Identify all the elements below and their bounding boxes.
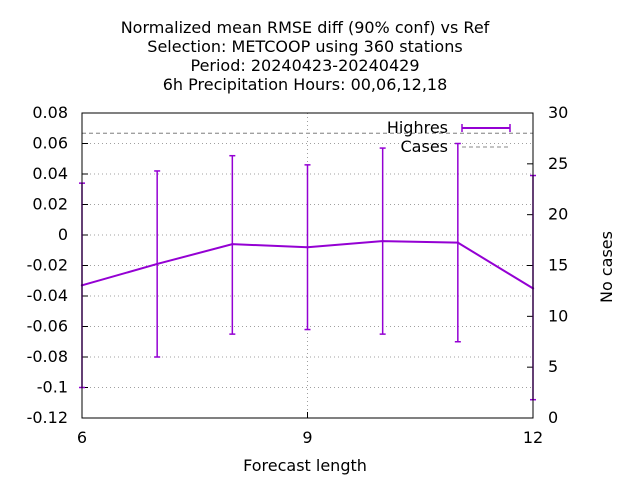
chart-title-line: Selection: METCOOP using 360 stations <box>147 37 462 56</box>
y-tick-label: 0.08 <box>32 103 68 122</box>
y2-tick-label: 15 <box>548 256 568 275</box>
y2-tick-label: 30 <box>548 103 568 122</box>
y2-tick-label: 20 <box>548 205 568 224</box>
x-tick-label: 9 <box>302 428 312 447</box>
chart-title-line: Normalized mean RMSE diff (90% conf) vs … <box>121 18 490 37</box>
y-tick-label: -0.02 <box>27 256 68 275</box>
y-tick-label: 0.02 <box>32 195 68 214</box>
y-tick-label: -0.08 <box>27 347 68 366</box>
highres-point <box>306 246 309 249</box>
highres-point <box>155 262 159 266</box>
legend-sample-highres <box>461 124 511 132</box>
legend-label-highres: Highres <box>387 118 448 137</box>
chart-title-line: Period: 20240423-20240429 <box>190 56 419 75</box>
highres-point <box>456 241 460 244</box>
chart-title-line: 6h Precipitation Hours: 00,06,12,18 <box>163 75 448 94</box>
y2-tick-label: 25 <box>548 154 568 173</box>
y2-tick-label: 10 <box>548 306 568 325</box>
y-tick-label: -0.04 <box>27 286 68 305</box>
y-tick-label: 0 <box>58 225 68 244</box>
y2-tick-label: 5 <box>548 357 558 376</box>
x-axis-label: Forecast length <box>243 456 367 475</box>
y-tick-label: -0.12 <box>27 408 68 427</box>
x-tick-label: 12 <box>523 428 543 447</box>
highres-point <box>231 242 234 246</box>
plot-frame <box>81 112 534 419</box>
legend-label-cases: Cases <box>401 137 449 156</box>
y-tick-label: -0.06 <box>27 317 68 336</box>
y-tick-label: 0.04 <box>32 164 68 183</box>
legend: Highres Cases <box>387 118 511 156</box>
y-tick-label: -0.1 <box>37 378 68 397</box>
x-tick-label: 6 <box>77 428 87 447</box>
y2-tick-label: 0 <box>548 408 558 427</box>
y-tick-label: 0.06 <box>32 134 68 153</box>
highres-point <box>381 239 384 243</box>
y2-tick-labels: 0 5 10 15 20 25 30 <box>548 103 568 427</box>
y-tick-labels: -0.12 -0.1 -0.08 -0.06 -0.04 -0.02 0 0.02 0.04 0.… <box>27 103 68 427</box>
y2-axis-label: No cases <box>597 231 616 303</box>
chart-title: Normalized mean RMSE diff (90% conf) vs … <box>121 18 490 94</box>
x-tick-labels: 6 9 12 <box>77 428 543 447</box>
